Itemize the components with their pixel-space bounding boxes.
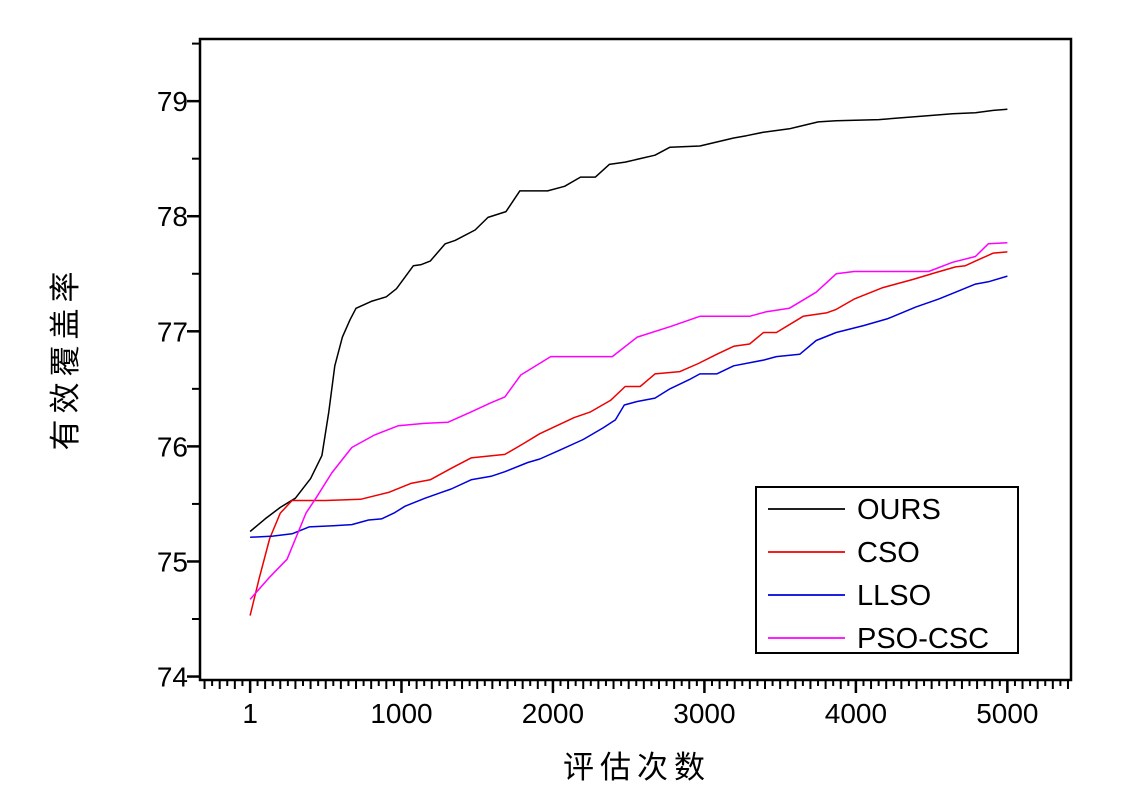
y-tick-label: 74 [157, 662, 188, 693]
legend-label-pso-csc: PSO-CSC [857, 623, 989, 655]
y-tick-label: 75 [157, 546, 188, 577]
series-line-cso [249, 251, 1008, 616]
x-tick-label: 3000 [673, 698, 735, 729]
series-line-ours [249, 108, 1008, 533]
y-tick-label: 78 [157, 201, 188, 232]
y-tick-label: 77 [157, 316, 188, 347]
data-series [249, 108, 1008, 616]
x-tick-label: 2000 [522, 698, 584, 729]
x-axis-title: 评估次数 [563, 750, 711, 785]
legend: OURS CSO LLSO PSO-CSC [755, 486, 1019, 655]
series-line-pso-csc [249, 241, 1008, 600]
legend-label-ours: OURS [857, 494, 941, 526]
legend-box [755, 486, 1019, 654]
y-axis-title: 有效覆盖率 [48, 266, 83, 451]
legend-label-llso: LLSO [857, 580, 931, 612]
series-line-llso [250, 275, 1008, 539]
y-tick-label: 76 [157, 431, 188, 462]
y-tick-labels: 74 75 76 77 78 79 [157, 86, 188, 692]
y-tick-label: 79 [157, 86, 188, 117]
x-tick-label: 1000 [370, 698, 432, 729]
legend-label-cso: CSO [857, 537, 920, 569]
axis-ticks [187, 42, 1069, 693]
x-tick-label: 4000 [825, 698, 887, 729]
x-tick-label: 1 [242, 698, 258, 729]
plot-frame [198, 37, 1073, 682]
x-tick-labels: 1 1000 2000 3000 4000 5000 [242, 698, 1038, 729]
x-tick-label: 5000 [976, 698, 1038, 729]
